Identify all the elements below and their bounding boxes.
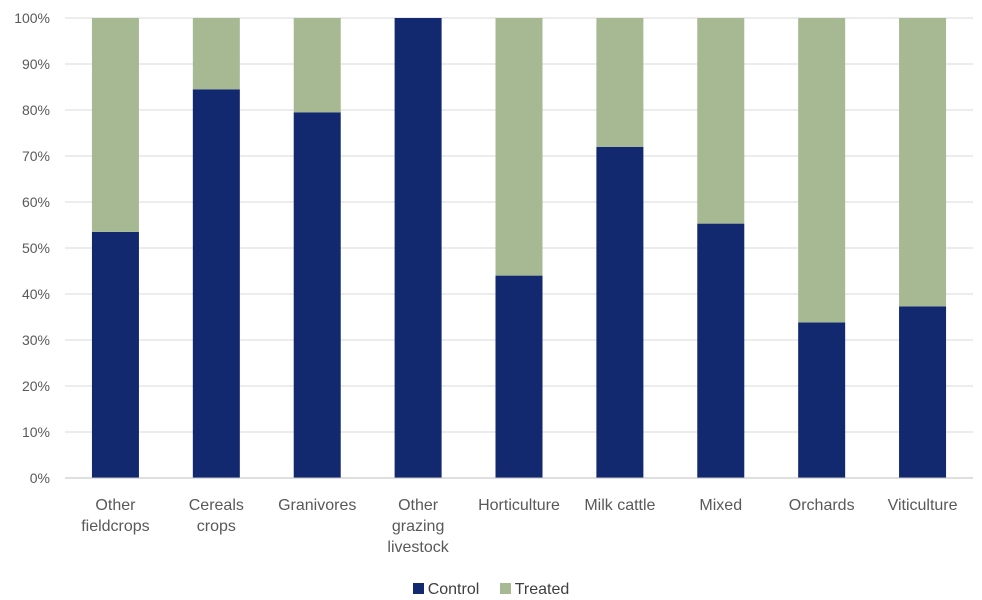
y-tick-label: 10% xyxy=(22,424,50,440)
bar-control xyxy=(394,18,442,478)
x-tick-label: livestock xyxy=(387,539,449,556)
bar-control xyxy=(899,306,947,478)
x-tick-label: Horticulture xyxy=(478,497,560,514)
x-tick-label: Other xyxy=(398,497,439,514)
bar-control xyxy=(192,89,240,479)
bar-control xyxy=(495,275,543,478)
x-tick-label: grazing xyxy=(392,518,444,535)
bar-control xyxy=(596,146,644,479)
bar-treated xyxy=(495,18,543,276)
y-tick-label: 0% xyxy=(30,470,50,486)
legend-item-control: Control xyxy=(412,580,480,600)
legend-swatch-control xyxy=(412,583,424,594)
bar-control xyxy=(697,223,745,478)
x-tick-label: Orchards xyxy=(789,497,855,514)
x-tick-label: Other xyxy=(95,497,136,514)
y-tick-label: 100% xyxy=(14,10,50,26)
x-tick-label: Cereals xyxy=(189,497,244,514)
x-tick-label: Viticulture xyxy=(888,497,958,514)
bar-treated xyxy=(596,18,644,147)
bar-treated xyxy=(293,18,341,113)
y-tick-label: 80% xyxy=(22,102,50,118)
x-tick-label: Mixed xyxy=(699,497,742,514)
x-tick-label: crops xyxy=(197,518,236,535)
y-tick-label: 70% xyxy=(22,148,50,164)
stacked-bar-chart: 0% 10% 20% 30% 40% 50% 60% 70% 80% 90% 100% Other fi… xyxy=(14,10,973,556)
x-tick-label: Granivores xyxy=(278,497,356,514)
y-tick-label: 60% xyxy=(22,194,50,210)
bar-control xyxy=(91,231,139,478)
bar-control xyxy=(293,112,341,479)
y-tick-label: 90% xyxy=(22,56,50,72)
legend-item-treated: Treated xyxy=(499,580,570,600)
bar-treated xyxy=(697,18,745,224)
bar-treated xyxy=(91,18,139,232)
y-tick-label: 20% xyxy=(22,378,50,394)
legend-label-treated: Treated xyxy=(514,581,570,598)
y-tick-label: 40% xyxy=(22,286,50,302)
y-tick-label: 30% xyxy=(22,332,50,348)
x-tick-label: Milk cattle xyxy=(584,497,655,514)
legend-swatch-treated xyxy=(499,583,511,594)
y-tick-label: 50% xyxy=(22,240,50,256)
bar-treated xyxy=(899,18,947,307)
legend-label-control: Control xyxy=(427,581,480,598)
bar-treated xyxy=(798,18,846,323)
x-tick-label: fieldcrops xyxy=(81,518,149,535)
bar-control xyxy=(798,322,846,478)
bar-treated xyxy=(192,18,240,90)
legend: Control Treated xyxy=(0,580,982,600)
